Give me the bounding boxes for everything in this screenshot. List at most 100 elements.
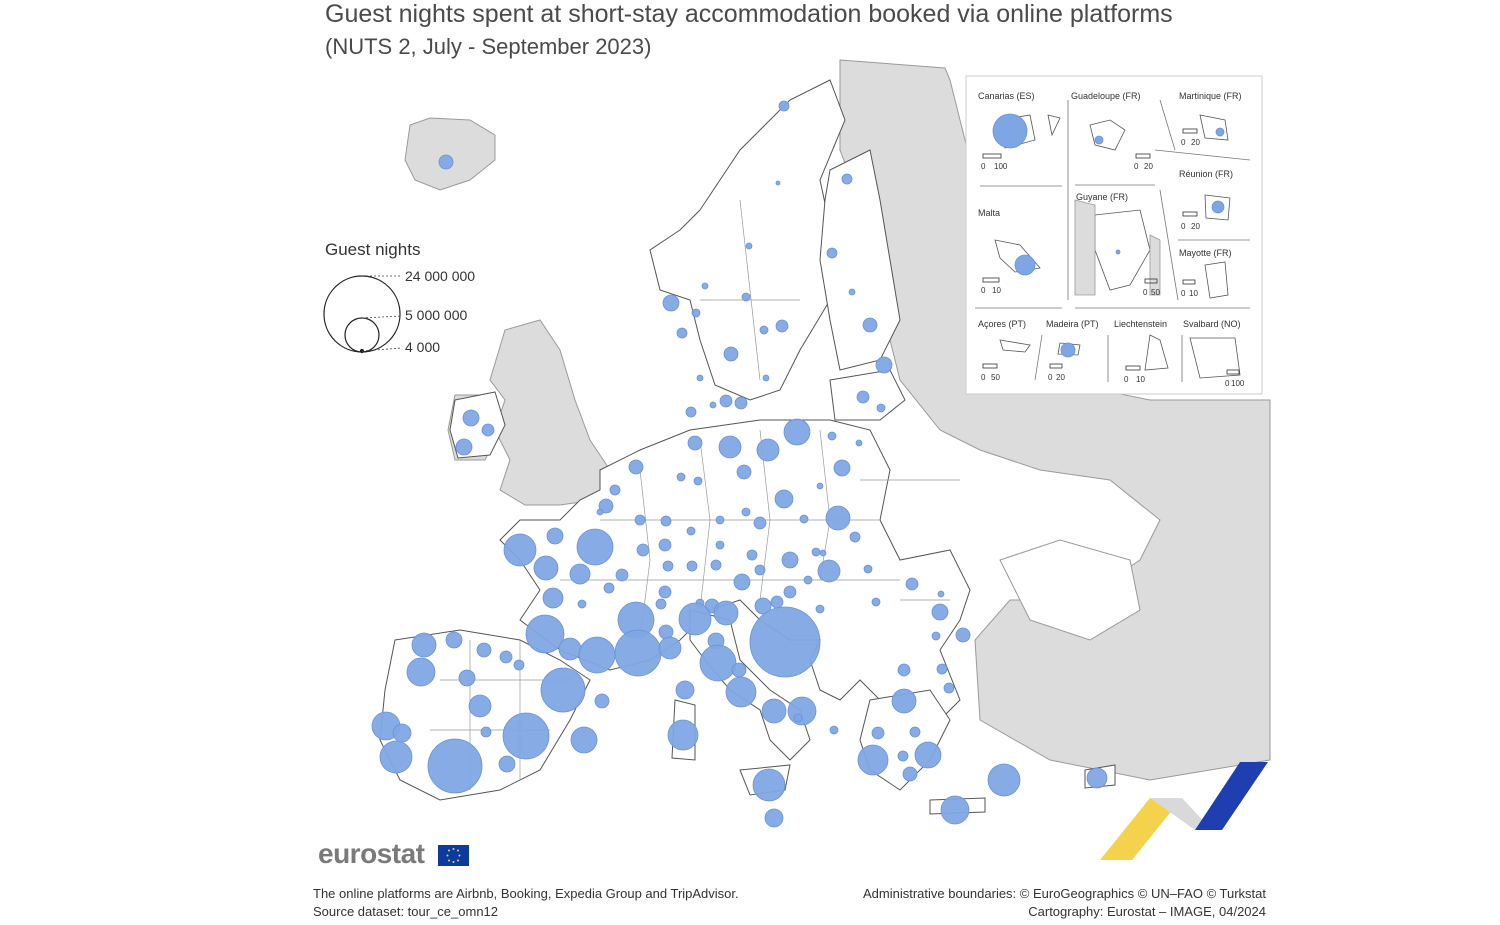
- region-bubble: [940, 795, 970, 825]
- region-bubble: [411, 632, 437, 658]
- region-bubble: [696, 374, 704, 382]
- region-bubble: [480, 726, 492, 738]
- region-bubble: [754, 564, 766, 576]
- region-bubble: [569, 563, 591, 585]
- region-bubble: [749, 606, 821, 678]
- region-bubble: [909, 726, 921, 738]
- region-bubble: [713, 600, 739, 626]
- region-bubble: [445, 631, 463, 649]
- scale-malta-min: 0: [981, 286, 986, 295]
- region-bubble: [379, 740, 413, 774]
- region-bubble: [615, 568, 629, 582]
- scale-canarias-min: 0: [981, 162, 986, 171]
- footer-boundaries: Administrative boundaries: © EuroGeograp…: [862, 886, 1266, 901]
- region-bubble: [825, 505, 851, 531]
- inset-label-svalbard: Svalbard (NO): [1183, 319, 1241, 329]
- scale-madeira-max: 20: [1056, 373, 1065, 382]
- region-bubble: [658, 585, 672, 599]
- footer-cartography: Cartography: Eurostat – IMAGE, 04/2024: [1028, 904, 1266, 919]
- region-bubble: [709, 401, 717, 409]
- region-bubble: [905, 577, 919, 591]
- region-bubble: [699, 644, 737, 682]
- region-bubble: [678, 602, 712, 636]
- decorative-ribbon: [1100, 762, 1268, 860]
- region-bubble: [793, 713, 803, 723]
- region-bubble: [676, 327, 688, 339]
- region-bubble: [481, 423, 495, 437]
- inset-label-liechtenstein: Liechtenstein: [1114, 319, 1167, 329]
- region-bubble: [710, 559, 722, 571]
- region-bubble: [745, 242, 753, 250]
- region-bubble: [826, 247, 838, 259]
- region-bubble: [577, 599, 587, 609]
- region-bubble: [931, 631, 941, 641]
- region-bubble: [476, 642, 492, 658]
- region-bubble: [662, 560, 674, 572]
- region-bubble: [817, 559, 841, 583]
- scale-martinique-min: 0: [1181, 138, 1186, 147]
- eurostat-logo: eurostat: [318, 838, 425, 869]
- region-bubble: [931, 603, 949, 621]
- region-bubble: [503, 533, 537, 567]
- region-bubble: [764, 808, 784, 828]
- region-bubble: [686, 560, 698, 572]
- scale-svalbard-max: 100: [1231, 379, 1245, 388]
- region-bubble: [406, 657, 436, 687]
- inset-label-mayotte: Mayotte (FR): [1179, 248, 1232, 258]
- region-bubble: [603, 582, 615, 594]
- legend-value-max: 24 000 000: [405, 268, 476, 284]
- legend-circles: [323, 275, 401, 354]
- region-bubble: [468, 694, 492, 718]
- scale-guadeloupe-min: 0: [1134, 162, 1139, 171]
- inset-label-madeira: Madeira (PT): [1046, 319, 1099, 329]
- region-bubble: [770, 595, 784, 609]
- region-bubble: [902, 766, 918, 782]
- region-bubble: [753, 516, 767, 530]
- region-bubble: [848, 288, 856, 296]
- region-bubble: [693, 476, 703, 486]
- region-bubble: [731, 662, 747, 678]
- scale-mayotte-min: 0: [1181, 289, 1186, 298]
- scale-reunion-max: 20: [1191, 222, 1200, 231]
- scale-mayotte-max: 10: [1189, 289, 1198, 298]
- region-bubble: [502, 712, 550, 760]
- region-bubble: [598, 498, 614, 514]
- region-bubble: [498, 755, 516, 773]
- region-bubble: [686, 526, 696, 536]
- region-bubble: [987, 763, 1021, 797]
- legend-title: Guest nights: [325, 240, 421, 259]
- region-bubble: [815, 604, 825, 614]
- region-bubble: [841, 173, 853, 185]
- region-bubble: [943, 682, 955, 694]
- region-bubble: [936, 663, 948, 675]
- region-bubble: [636, 543, 650, 557]
- region-bubble: [741, 507, 751, 517]
- scale-acores-max: 50: [991, 373, 1000, 382]
- region-bubble: [655, 598, 667, 610]
- scale-liechtenstein-min: 0: [1124, 375, 1129, 384]
- region-bubble: [1086, 767, 1108, 789]
- region-bubble: [871, 726, 885, 740]
- region-bubble: [614, 629, 662, 677]
- region-bubble: [691, 308, 701, 318]
- region-bubble: [829, 725, 839, 735]
- bubble-layer: [371, 100, 1108, 828]
- region-bubble: [741, 292, 751, 302]
- region-bubble: [736, 464, 752, 480]
- region-bubble: [891, 688, 917, 714]
- region-bubble: [675, 680, 695, 700]
- region-bubble: [775, 319, 789, 333]
- region-bubble: [392, 723, 412, 743]
- region-bubble: [855, 439, 863, 447]
- region-bubble: [718, 435, 742, 459]
- region-bubble: [761, 698, 787, 724]
- inset-label-guyane: Guyane (FR): [1076, 192, 1128, 202]
- inset-label-guadeloupe: Guadeloupe (FR): [1071, 91, 1141, 101]
- region-bubble: [701, 282, 709, 290]
- region-bubble: [833, 459, 851, 477]
- legend-leaders: [361, 275, 403, 352]
- region-bubble: [816, 482, 824, 490]
- region-bubble: [546, 527, 564, 545]
- region-bubble: [783, 585, 797, 599]
